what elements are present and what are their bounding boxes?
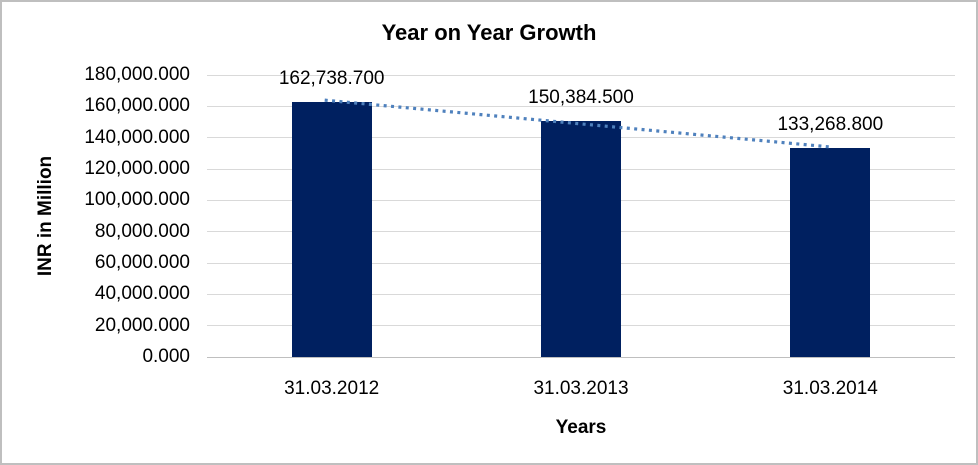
gridline — [207, 74, 955, 76]
y-tick-label: 80,000.000 — [94, 220, 190, 242]
y-tick-label: 140,000.000 — [84, 126, 190, 148]
y-tick-label: 160,000.000 — [84, 95, 190, 117]
y-tick-label: 40,000.000 — [94, 283, 190, 305]
bar — [291, 102, 372, 357]
chart-title: Year on Year Growth — [381, 20, 597, 45]
y-tick-label: 180,000.000 — [84, 64, 190, 85]
y-tick-label: 60,000.000 — [94, 252, 190, 273]
y-tick-label: 20,000.000 — [94, 314, 190, 336]
x-tick-label: 31.03.2012 — [284, 378, 380, 399]
bar-value-label: 162,738.700 — [278, 68, 385, 90]
bar — [790, 148, 871, 357]
y-tick-label: 100,000.000 — [84, 189, 190, 211]
x-axis-title: Years — [555, 417, 607, 438]
x-tick-label: 31.03.2014 — [782, 378, 878, 399]
y-tick-label: 120,000.000 — [84, 158, 190, 179]
x-tick-label: 31.03.2013 — [533, 378, 629, 399]
bar-value-label: 150,384.500 — [528, 87, 634, 109]
bar — [541, 121, 621, 357]
bar-value-label: 133,268.800 — [777, 114, 884, 136]
x-axis-line — [207, 356, 955, 358]
y-tick-label: 0.000 — [142, 346, 190, 367]
